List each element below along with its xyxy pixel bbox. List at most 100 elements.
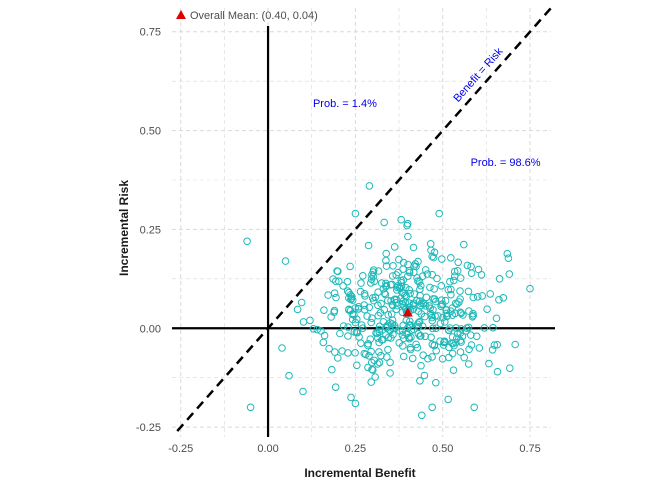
data-point (392, 271, 401, 279)
data-point (389, 262, 397, 270)
data-point (373, 329, 382, 338)
data-point (409, 243, 418, 252)
data-point (442, 309, 451, 318)
data-point (464, 287, 473, 296)
data-point (465, 307, 473, 315)
data-point (299, 387, 307, 396)
data-point (432, 324, 440, 333)
data-point (526, 284, 534, 293)
data-point (454, 329, 462, 338)
data-point (469, 293, 478, 302)
overall-mean-marker-group (402, 307, 413, 317)
data-point (397, 294, 405, 303)
data-point (428, 340, 437, 349)
legend: Overall Mean: (0.40, 0.04) (176, 10, 318, 22)
data-point (489, 323, 497, 332)
data-point (483, 305, 491, 314)
data-point (413, 343, 422, 352)
data-point (297, 298, 306, 307)
data-point (404, 260, 412, 269)
data-point (370, 356, 379, 365)
data-point (437, 282, 446, 290)
data-point (367, 318, 376, 327)
data-point (418, 272, 427, 281)
data-point (441, 318, 449, 326)
data-point (440, 338, 448, 347)
data-point (381, 290, 390, 299)
data-point (388, 301, 397, 309)
data-point (382, 249, 391, 258)
data-point (459, 311, 467, 319)
data-point (347, 294, 356, 303)
data-point (417, 310, 426, 318)
data-point (299, 318, 308, 326)
data-point (437, 300, 446, 309)
data-point (428, 403, 437, 412)
simulation-points (243, 182, 534, 420)
data-point (338, 347, 346, 355)
data-point (421, 332, 430, 341)
data-point (495, 296, 503, 304)
data-point (363, 312, 371, 320)
data-point (435, 209, 444, 218)
data-point (366, 335, 375, 344)
data-point (361, 292, 369, 300)
overall-mean-marker (402, 307, 413, 317)
data-point (365, 182, 374, 190)
data-point (457, 309, 466, 318)
data-point (416, 377, 424, 385)
data-point (463, 261, 472, 270)
data-point (450, 276, 458, 285)
data-point (306, 316, 314, 325)
data-point (438, 300, 447, 308)
data-point (454, 258, 463, 267)
data-point (493, 367, 502, 376)
data-point (357, 279, 365, 287)
data-point (359, 324, 367, 333)
data-point (364, 340, 373, 348)
data-point (383, 321, 392, 330)
data-point (347, 295, 355, 304)
data-point (418, 322, 427, 331)
data-point (399, 352, 408, 361)
data-point (357, 321, 366, 329)
data-point (460, 240, 468, 249)
data-point (328, 365, 336, 374)
x-tick-label: 0.00 (257, 443, 278, 455)
data-point (405, 268, 414, 277)
data-point (394, 282, 402, 290)
data-point (437, 296, 446, 305)
data-point (387, 297, 395, 305)
data-point (506, 364, 514, 373)
data-point (339, 322, 348, 330)
y-tick-label: 0.75 (140, 27, 161, 39)
data-point (313, 325, 322, 334)
data-point (478, 292, 487, 300)
data-point (427, 246, 435, 255)
data-point (450, 267, 459, 276)
data-point (438, 355, 447, 363)
data-point (285, 371, 293, 380)
legend-triangle-icon (176, 10, 186, 19)
data-point (415, 277, 424, 286)
data-point (485, 359, 493, 368)
data-point (427, 311, 436, 320)
data-point (320, 306, 328, 315)
data-point (336, 329, 344, 338)
data-point (278, 344, 286, 352)
data-point (444, 395, 453, 404)
data-point (452, 324, 460, 332)
data-point (448, 349, 457, 358)
data-point (344, 332, 352, 340)
data-point (370, 277, 379, 286)
data-point (430, 285, 439, 293)
data-point (368, 270, 376, 279)
y-tick-label: 0.25 (140, 224, 161, 236)
y-tick-label: -0.25 (136, 422, 161, 434)
data-point (416, 332, 424, 340)
data-point (449, 366, 458, 375)
data-point (426, 240, 435, 248)
data-point (374, 334, 382, 342)
data-point (475, 344, 484, 352)
